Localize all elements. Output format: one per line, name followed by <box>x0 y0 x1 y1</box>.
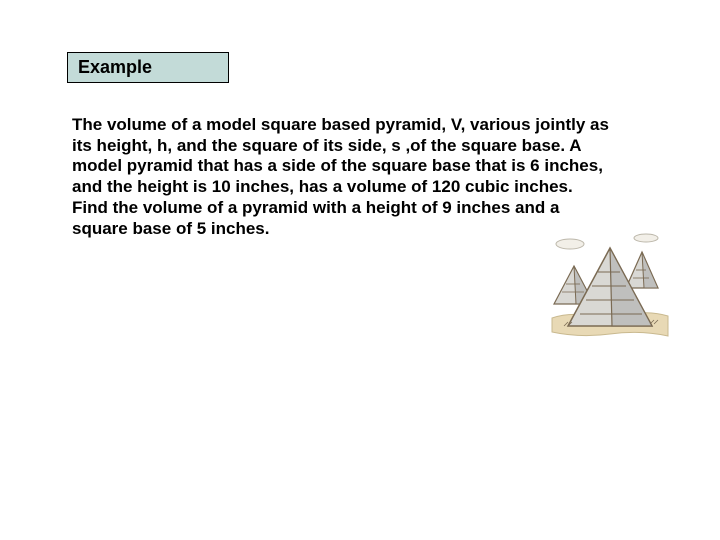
problem-statement: The volume of a model square based pyram… <box>72 115 612 239</box>
pyramids-icon <box>550 230 670 340</box>
example-heading-box: Example <box>67 52 229 83</box>
pyramids-svg <box>550 230 670 340</box>
example-heading-text: Example <box>78 57 152 77</box>
small-pyramid-right <box>626 252 658 288</box>
clouds <box>556 234 658 249</box>
slide-page: Example The volume of a model square bas… <box>0 0 720 540</box>
